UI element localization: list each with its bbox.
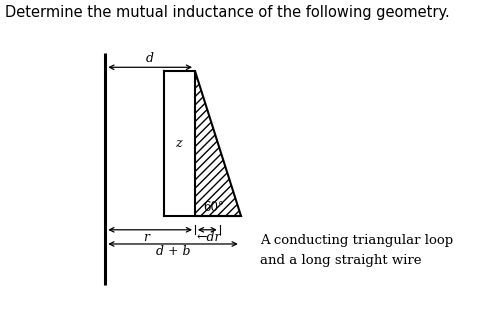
Text: d: d xyxy=(146,52,154,65)
Text: r: r xyxy=(143,231,150,244)
Text: and a long straight wire: and a long straight wire xyxy=(260,254,421,267)
Text: d + b: d + b xyxy=(156,245,190,258)
Text: 60°: 60° xyxy=(203,201,224,214)
Text: A conducting triangular loop: A conducting triangular loop xyxy=(260,233,453,247)
Text: z: z xyxy=(175,137,182,150)
Text: Determine the mutual inductance of the following geometry.: Determine the mutual inductance of the f… xyxy=(5,5,450,20)
Text: ←dr: ←dr xyxy=(197,231,221,244)
